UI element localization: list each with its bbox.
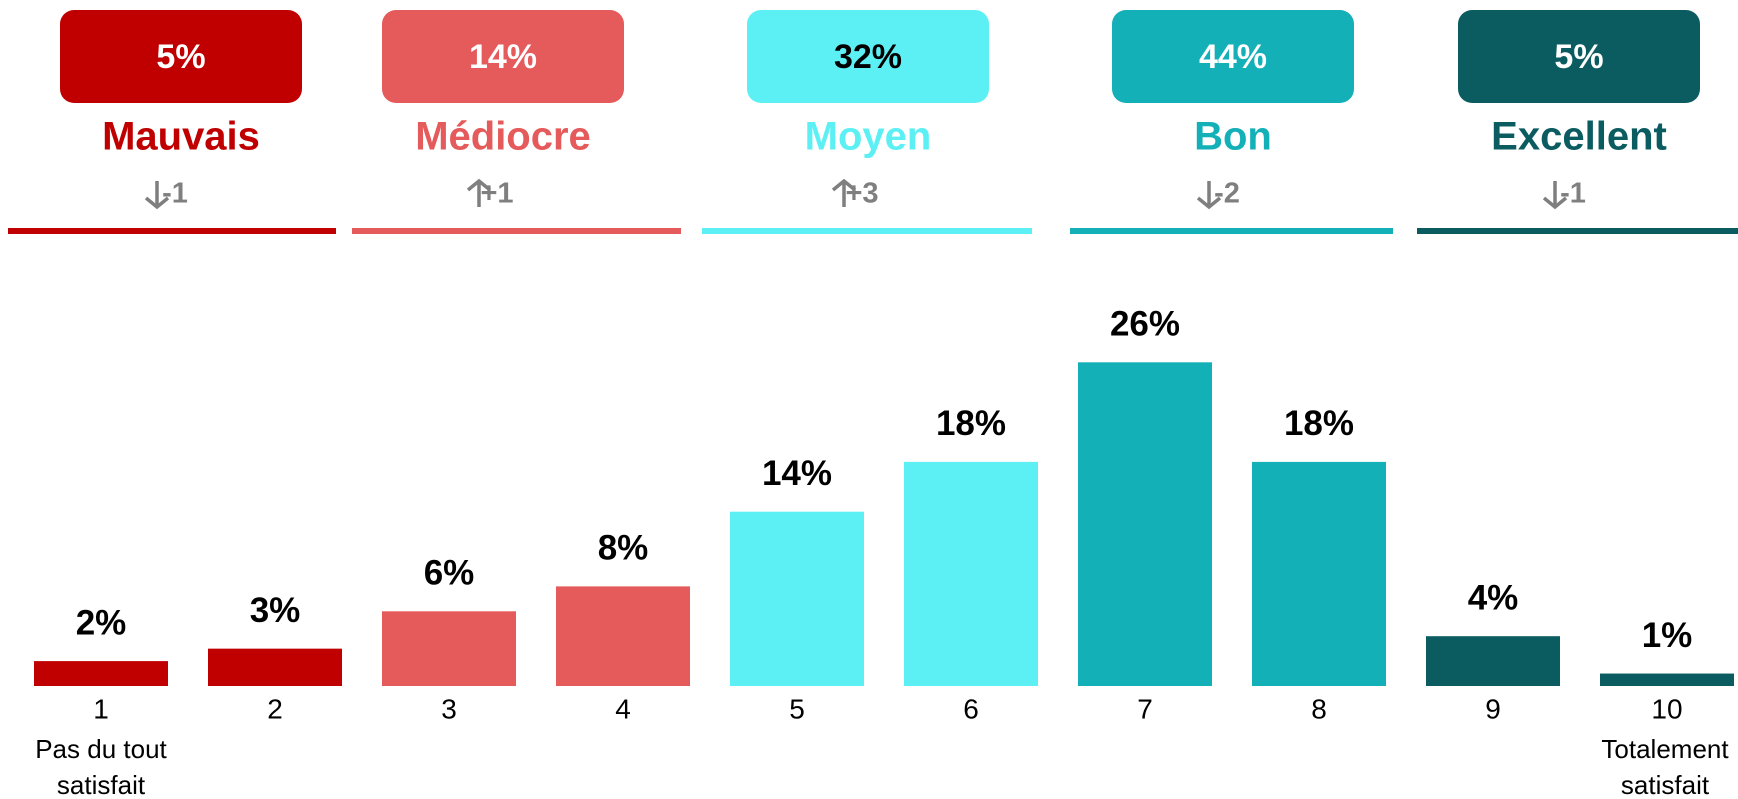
value-label: 18% [1284,404,1354,443]
group-value: 5% [1554,38,1603,76]
group-box [747,10,989,103]
group-name: Excellent [1491,115,1667,159]
value-label: 18% [936,404,1006,443]
change-arrow [466,178,492,207]
bar [1078,362,1212,686]
change-label: -1 [1560,178,1586,210]
group-name: Médiocre [415,115,591,159]
group-box [60,10,302,103]
group-value: 14% [469,38,537,76]
bar [208,648,342,686]
x-tick-label: 7 [1137,693,1153,724]
bar [1600,673,1734,686]
change-label: -1 [162,178,188,210]
value-label: 4% [1468,578,1519,617]
group-name: Mauvais [102,115,260,159]
group-underline [8,228,336,234]
x-tick-label: 1 [93,693,109,724]
change-label: -2 [1214,178,1240,210]
value-label: 14% [762,454,832,493]
value-label: 2% [76,603,127,642]
x-tick-label: 4 [615,693,631,724]
group-underline [702,228,1032,234]
x-sublabel: satisfait [1621,770,1710,799]
group-name: Moyen [805,115,932,159]
group-name: Bon [1194,115,1272,159]
x-tick-label: 3 [441,693,457,724]
change-label: +3 [845,178,878,210]
change-arrow [144,181,170,210]
value-label: 26% [1110,305,1180,344]
value-label: 1% [1642,616,1693,655]
value-label: 3% [250,591,301,630]
bar [730,511,864,686]
group-value: 44% [1199,38,1267,76]
bar [34,661,168,686]
bar [382,611,516,686]
group-value: 5% [156,38,205,76]
x-sublabel: satisfait [57,770,146,799]
bar [556,586,690,686]
x-tick-label: 5 [789,693,805,724]
x-tick-label: 2 [267,693,283,724]
group-underline [1417,228,1738,234]
group-box [382,10,624,103]
value-label: 6% [424,554,475,593]
group-box [1458,10,1700,103]
change-arrow [1196,181,1222,210]
change-arrow [1542,181,1568,210]
x-sublabel: Pas du tout [35,734,167,764]
x-sublabel: Totalement [1601,734,1729,764]
value-label: 8% [598,529,649,568]
x-tick-label: 10 [1651,693,1682,724]
group-underline [1070,228,1393,234]
bar [1252,461,1386,686]
group-box [1112,10,1354,103]
x-tick-label: 9 [1485,693,1501,724]
group-value: 32% [834,38,902,76]
change-label: +1 [480,178,513,210]
x-tick-label: 6 [963,693,979,724]
group-underline [352,228,681,234]
bar [904,461,1038,686]
bar [1426,636,1560,686]
change-arrow [831,178,857,207]
x-tick-label: 8 [1311,693,1327,724]
